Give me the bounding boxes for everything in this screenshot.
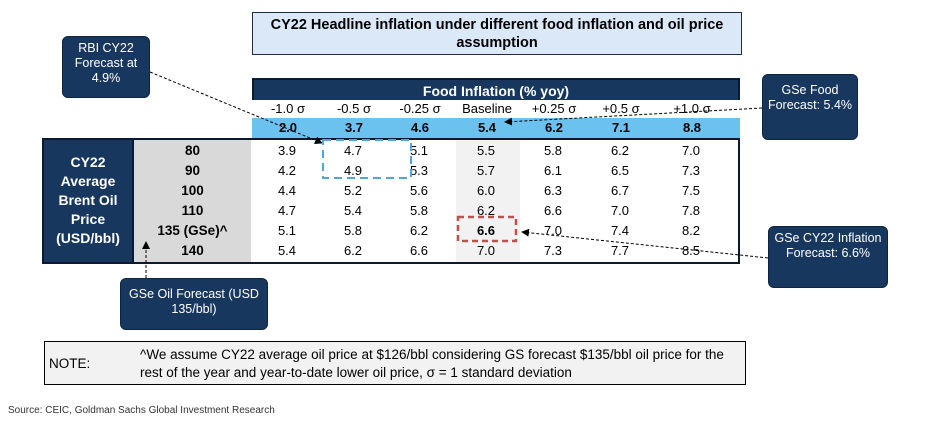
oil-price-value: 110 [181,203,204,218]
inflation-cell: 3.9 [277,143,297,158]
inflation-cell: 6.7 [610,183,630,198]
inflation-cell: 6.6 [543,203,563,218]
sigma-label: +0.25 σ [531,101,577,116]
food-inflation-value: 8.8 [682,120,702,135]
inflation-cell: 6.0 [476,183,496,198]
inflation-cell: 7.5 [681,183,701,198]
rbi-arrow [149,71,323,145]
inflation-cell: 6.3 [543,183,563,198]
gse-oil-callout: GSe Oil Forecast (USD 135/bbl) [120,278,268,330]
note-text: ^We assume CY22 average oil price at $12… [140,347,724,380]
inflation-cell: 6.6 [476,223,496,238]
inflation-cell: 7.7 [610,243,630,258]
inflation-cell: 5.1 [409,143,429,158]
sigma-label: -0.25 σ [399,101,441,116]
inflation-cell: 7.0 [476,243,496,258]
inflation-cell: 5.6 [409,183,429,198]
inflation-cell: 5.2 [343,183,363,198]
inflation-cell: 6.1 [543,163,563,178]
inflation-cell: 7.4 [610,223,630,238]
food-inflation-value: 3.7 [344,120,364,135]
sigma-label: -0.5 σ [336,101,372,116]
oil-price-value: 80 [184,143,201,158]
inflation-cell: 8.2 [681,223,701,238]
oil-price-value: 140 [181,243,204,258]
food-inflation-value: 5.4 [477,120,497,135]
note-box: NOTE: ^We assume CY22 average oil price … [44,341,746,385]
inflation-cell: 4.4 [277,183,297,198]
note-label: NOTE: [49,356,91,371]
inflation-cell: 4.2 [277,163,297,178]
inflation-cell: 5.4 [343,203,363,218]
inflation-cell: 7.3 [681,163,701,178]
inflation-cell: 5.8 [343,223,363,238]
sigma-label: +0.5 σ [602,101,640,116]
inflation-cell: 6.2 [476,203,496,218]
inflation-cell: 7.3 [543,243,563,258]
inflation-cell: 5.7 [476,163,496,178]
gse-inflation-callout: GSe CY22 Inflation Forecast: 6.6% [768,226,888,288]
food-arrow [504,107,763,126]
inflation-cell: 5.5 [476,143,496,158]
food-inflation-header: Food Inflation (% yoy) [252,78,740,100]
inflation-cell: 6.6 [409,243,429,258]
source-text: Source: CEIC, Goldman Sachs Global Inves… [8,405,275,416]
oil-price-value: 90 [184,163,201,178]
food-inflation-value: 7.1 [611,120,631,135]
gse-highlight-box [456,215,518,243]
inflation-cell: 5.3 [409,163,429,178]
sigma-row: -1.0 σ -0.5 σ -0.25 σ Baseline +0.25 σ +0.5 σ… [252,100,740,118]
sigma-label: +1.0 σ [673,101,711,116]
food-inflation-value: 6.2 [544,120,564,135]
inflation-cell: 7.8 [681,203,701,218]
inflation-cell: 6.2 [409,223,429,238]
inflation-arrow [521,228,769,259]
rbi-forecast-callout: RBI CY22 Forecast at 4.9% [62,36,150,98]
oil-price-row-header: CY22 Average Brent Oil Price (USD/bbl) [42,138,134,264]
oil-price-value: 135 (GSe)^ [157,223,228,238]
inflation-cell: 4.7 [277,203,297,218]
inflation-cell: 4.7 [343,143,363,158]
inflation-cell: 7.0 [610,203,630,218]
inflation-cell: 8.5 [681,243,701,258]
sigma-label: -1.0 σ [270,101,306,116]
inflation-cell: 7.0 [681,143,701,158]
inflation-cell: 5.1 [277,223,297,238]
inflation-cell: 5.8 [543,143,563,158]
inflation-cell: 6.5 [610,163,630,178]
gse-food-callout: GSe Food Forecast: 5.4% [762,74,858,140]
rbi-highlight-box [322,139,412,179]
inflation-cell: 7.0 [543,223,563,238]
inflation-cell: 4.9 [343,163,363,178]
inflation-cell: 6.2 [343,243,363,258]
food-inflation-value: 4.6 [410,120,430,135]
inflation-cell: 6.2 [610,143,630,158]
sigma-label: Baseline [462,101,512,116]
inflation-cell: 5.4 [277,243,297,258]
food-inflation-row: 2.0 3.7 4.6 5.4 6.2 7.1 8.8 [252,118,740,138]
food-inflation-value: 2.0 [278,120,298,135]
chart-title: CY22 Headline inflation under different … [252,12,742,55]
oil-price-value: 100 [181,183,204,198]
inflation-cell: 5.8 [409,203,429,218]
oil-price-column: 80 90 100 110 135 (GSe)^ 140 [134,138,251,264]
